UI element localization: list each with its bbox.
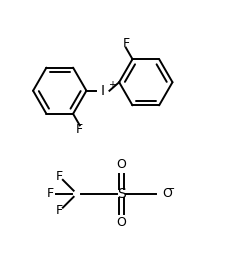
Text: O: O [162,187,172,200]
Text: F: F [76,123,83,136]
Text: O: O [117,158,126,171]
Text: I: I [101,84,105,98]
Text: F: F [46,187,54,200]
Text: F: F [56,170,63,183]
Text: O: O [117,216,126,229]
Text: F: F [56,204,63,217]
Text: +: + [108,80,116,90]
Text: S: S [117,187,126,201]
Text: −: − [166,184,175,194]
Text: F: F [122,37,129,50]
